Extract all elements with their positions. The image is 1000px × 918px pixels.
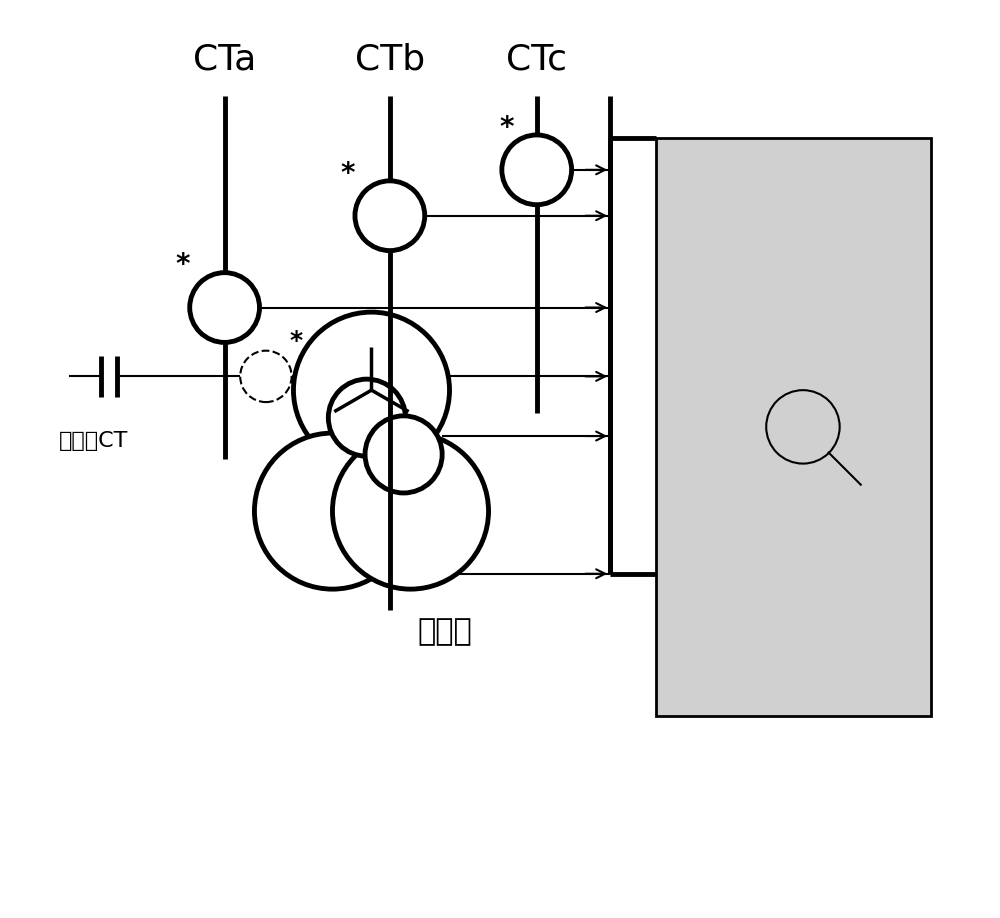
Text: CTb: CTb (355, 42, 425, 77)
Circle shape (365, 416, 442, 493)
Text: *: * (499, 114, 514, 141)
Circle shape (332, 433, 489, 589)
Text: CTa: CTa (193, 42, 256, 77)
Text: *: * (340, 160, 355, 187)
Circle shape (254, 433, 410, 589)
Text: 中性点CT: 中性点CT (59, 431, 129, 451)
Circle shape (766, 390, 840, 464)
Circle shape (240, 351, 292, 402)
Circle shape (293, 312, 450, 468)
Text: 变压器: 变压器 (418, 617, 472, 645)
Circle shape (502, 135, 572, 205)
Circle shape (355, 181, 425, 251)
Bar (656, 138, 931, 716)
Circle shape (328, 379, 405, 456)
Text: *: * (290, 330, 303, 353)
Text: CTc: CTc (506, 42, 567, 77)
Text: *: * (175, 252, 190, 279)
Text: PT: PT (368, 521, 402, 549)
Circle shape (190, 273, 259, 342)
